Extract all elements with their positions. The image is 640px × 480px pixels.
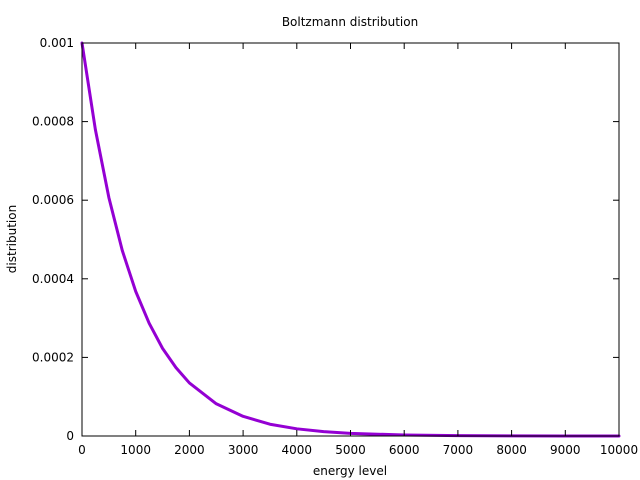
y-axis: 0 0.0002 0.0004 0.0006 0.0008 0.001 [32, 36, 619, 443]
plot-frame [81, 42, 620, 437]
x-axis-label: energy level [313, 464, 387, 478]
y-tick-label: 0.001 [40, 36, 74, 50]
x-tick-label: 6000 [389, 443, 420, 457]
x-tick-label: 8000 [496, 443, 527, 457]
y-axis-label: distribution [5, 205, 19, 273]
x-tick-label: 5000 [335, 443, 366, 457]
x-tick-label: 9000 [550, 443, 581, 457]
y-tick-label: 0 [66, 429, 74, 443]
series-line [80, 41, 621, 438]
x-tick-label: 3000 [228, 443, 259, 457]
x-axis: 0 1000 2000 3000 4000 5000 6000 7000 8000 9000 100… [78, 43, 638, 457]
chart-title: Boltzmann distribution [282, 15, 418, 29]
x-tick-label: 7000 [443, 443, 474, 457]
x-tick-label: 2000 [174, 443, 205, 457]
x-tick-label: 1000 [120, 443, 151, 457]
y-tick-label: 0.0004 [32, 272, 74, 286]
x-tick-label: 4000 [282, 443, 313, 457]
plot-series [80, 41, 621, 438]
y-tick-label: 0.0006 [32, 193, 74, 207]
x-tick-label: 10000 [600, 443, 638, 457]
y-tick-label: 0.0002 [32, 350, 74, 364]
x-tick-label: 0 [78, 443, 86, 457]
y-tick-label: 0.0008 [32, 115, 74, 129]
